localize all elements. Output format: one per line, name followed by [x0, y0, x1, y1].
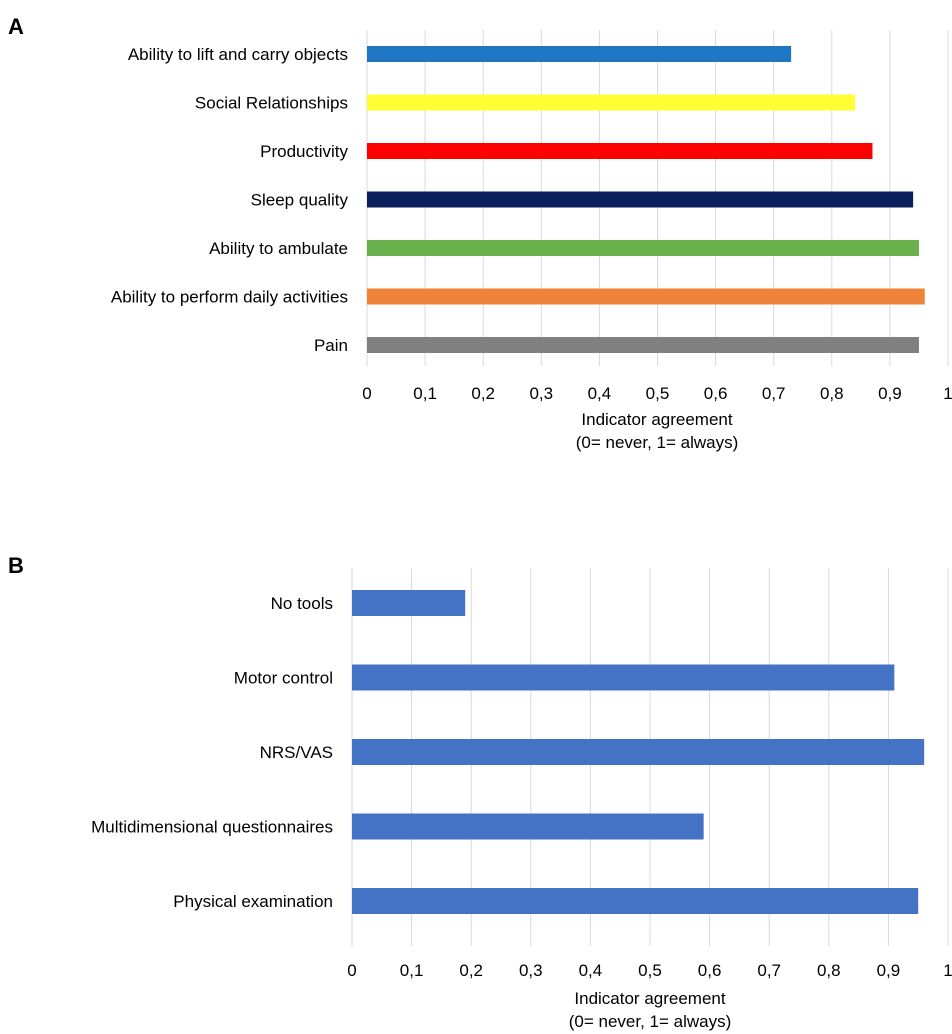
category-label: NRS/VAS [260, 743, 333, 762]
bar [367, 337, 919, 353]
bar [367, 94, 856, 111]
x-axis-title: Indicator agreement [574, 989, 725, 1008]
category-label: Sleep quality [251, 191, 349, 210]
x-tick-label: 0,2 [471, 384, 495, 403]
x-axis-title: Indicator agreement [581, 410, 732, 429]
category-label: Ability to lift and carry objects [128, 45, 348, 64]
x-tick-label: 1 [943, 384, 952, 403]
bar [352, 813, 704, 840]
x-tick-label: 0,9 [878, 384, 902, 403]
x-tick-label: 0,3 [519, 961, 543, 980]
bar [352, 664, 895, 691]
x-tick-label: 0,4 [588, 384, 612, 403]
category-label: Motor control [234, 669, 333, 688]
x-tick-label: 0,4 [579, 961, 603, 980]
bar [352, 590, 466, 616]
category-label: Ability to perform daily activities [111, 288, 348, 307]
x-tick-label: 0,1 [400, 961, 424, 980]
bar [367, 191, 914, 208]
category-label: Physical examination [173, 892, 333, 911]
x-tick-label: 0,5 [646, 384, 670, 403]
category-label: Multidimensional questionnaires [91, 818, 333, 837]
x-tick-label: 0,1 [413, 384, 437, 403]
chart-panel-a: A Ability to lift and carry objects Social… [8, 14, 952, 452]
category-label: No tools [271, 594, 333, 613]
x-tick-label: 0,5 [638, 961, 662, 980]
bar [352, 888, 919, 914]
panel-label: B [8, 553, 24, 578]
x-tick-label: 0,8 [817, 961, 841, 980]
x-tick-label: 0,6 [704, 384, 728, 403]
x-tick-label: 0,6 [698, 961, 722, 980]
x-tick-label: 0,7 [762, 384, 786, 403]
x-tick-label: 0,9 [877, 961, 901, 980]
x-tick-label: 0,8 [820, 384, 844, 403]
panel-label: A [8, 14, 24, 39]
x-tick-label: 0,2 [459, 961, 483, 980]
category-label: Ability to ambulate [209, 239, 348, 258]
x-axis-subtitle: (0= never, 1= always) [569, 1012, 732, 1031]
x-tick-label: 0,3 [529, 384, 553, 403]
bar [352, 739, 925, 765]
category-label: Social Relationships [195, 94, 348, 113]
x-tick-label: 1 [943, 961, 952, 980]
bar [367, 143, 873, 159]
category-label: Pain [314, 336, 348, 355]
bar [367, 240, 919, 256]
category-label: Productivity [260, 142, 348, 161]
x-axis-subtitle: (0= never, 1= always) [576, 433, 739, 452]
chart-panel-b: B No tools Motor control NRS/VAS Multidimens… [8, 553, 952, 1031]
x-tick-label: 0 [362, 384, 371, 403]
bar [367, 46, 792, 62]
x-tick-label: 0 [347, 961, 356, 980]
bar [367, 288, 925, 305]
x-tick-label: 0,7 [757, 961, 781, 980]
